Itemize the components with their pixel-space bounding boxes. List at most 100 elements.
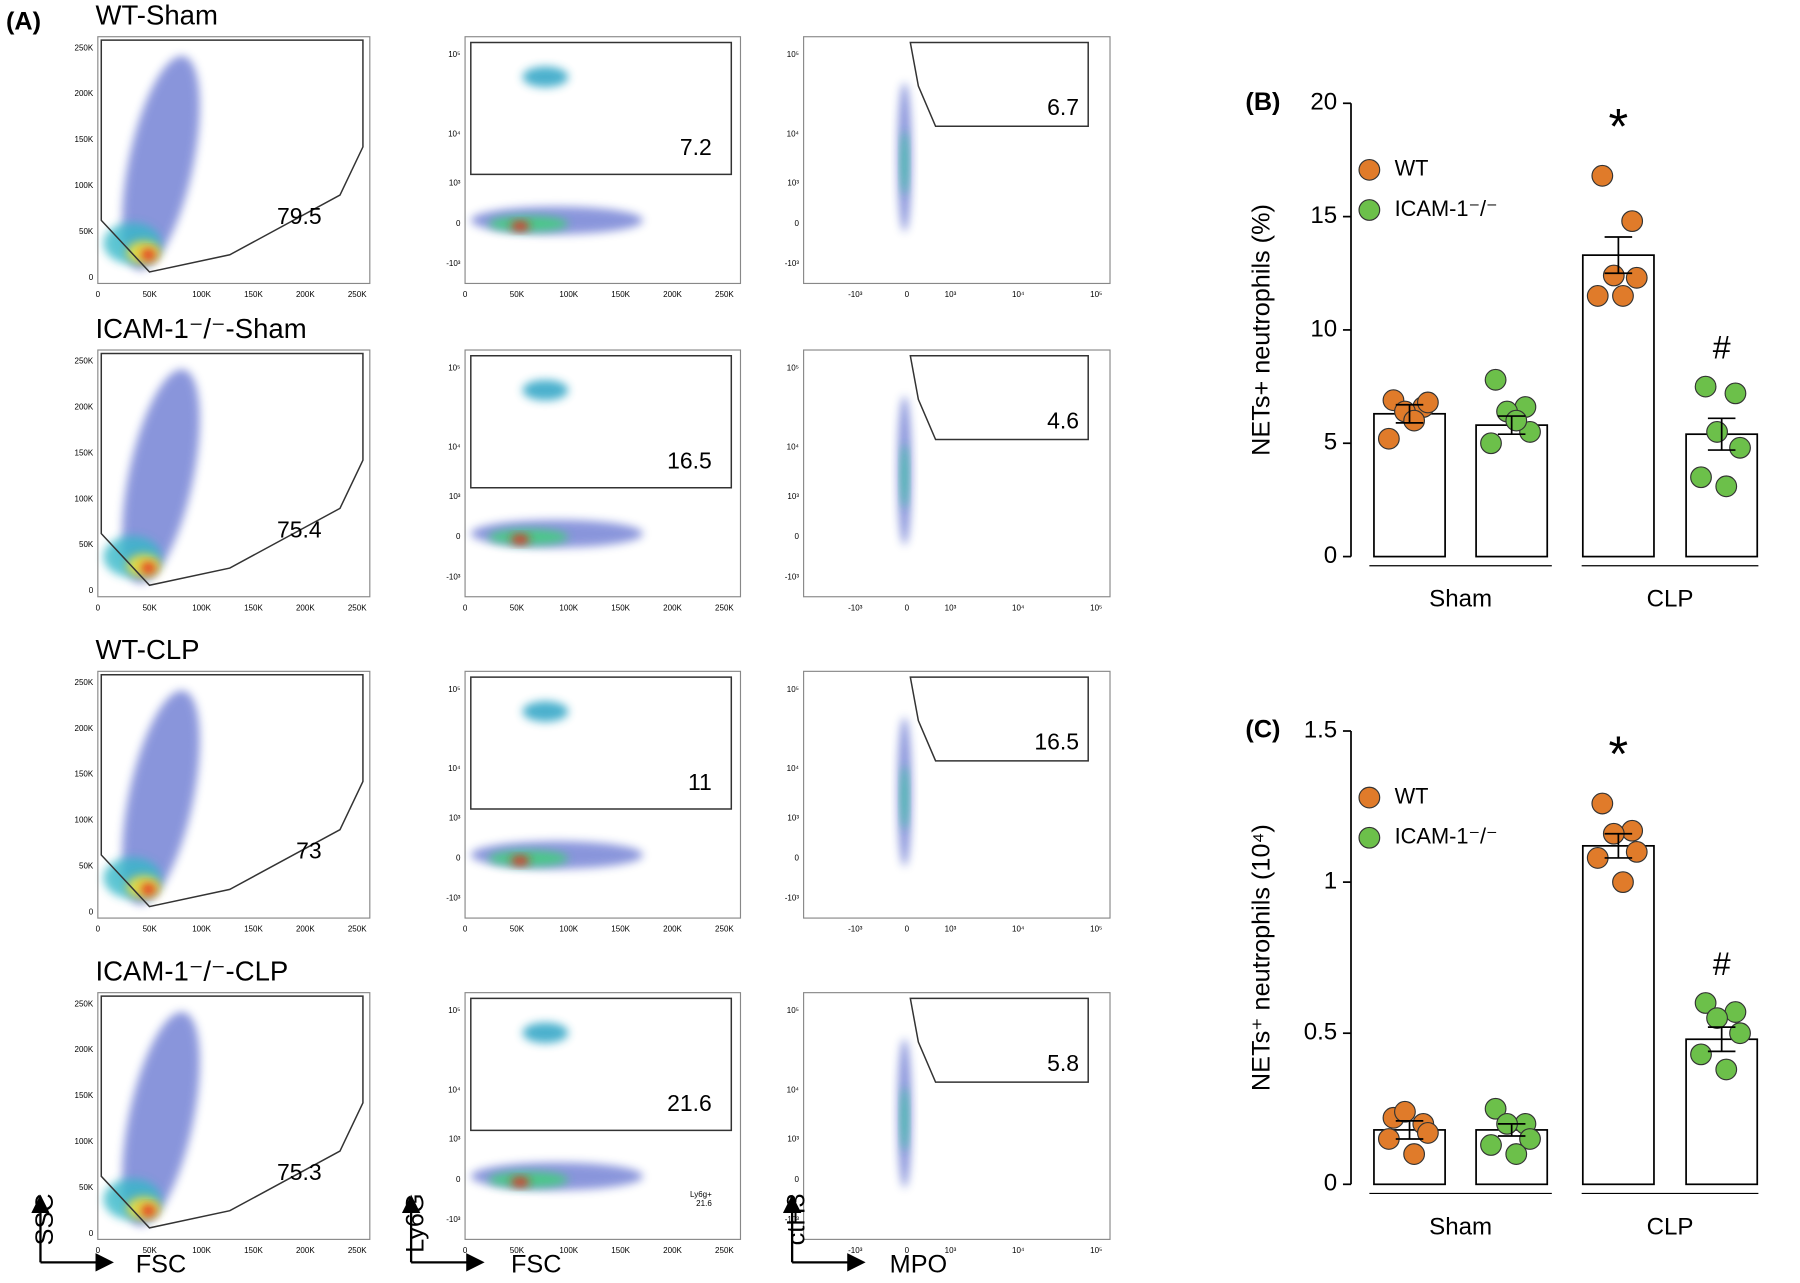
x-tick-label: Sham — [1429, 1213, 1492, 1240]
x-tick-label: 50K — [510, 290, 525, 299]
y-tick-label: 200K — [75, 1045, 94, 1054]
y-tick-label: -10³ — [446, 259, 461, 268]
x-tick-label: 0 — [463, 603, 468, 612]
y-tick-label: 100K — [75, 816, 94, 825]
panel-label: (A) — [6, 8, 41, 36]
y-tick-label: 0 — [89, 586, 94, 595]
density-blob — [901, 765, 909, 830]
y-tick-label: 100K — [75, 494, 94, 503]
density-blob — [122, 690, 200, 905]
y-tick-label: 150K — [75, 770, 94, 779]
y-tick-label: 50K — [79, 1183, 94, 1192]
y-tick-label: 0 — [1324, 1170, 1337, 1197]
x-tick-label: 150K — [611, 1246, 630, 1255]
density-blob — [488, 1171, 569, 1188]
data-point — [1715, 475, 1738, 498]
gate-percentage: 11 — [688, 769, 712, 795]
x-tick-label: 50K — [143, 290, 158, 299]
x-tick-label: 100K — [559, 290, 578, 299]
data-point — [1690, 466, 1712, 489]
y-tick-label: 15 — [1310, 202, 1337, 229]
y-axis-label: ctH3 — [783, 1193, 811, 1245]
y-tick-label: 50K — [79, 540, 94, 549]
density-blob — [141, 249, 156, 261]
y-tick-label: 0 — [795, 1175, 800, 1184]
density-blob — [901, 444, 909, 509]
plot-frame — [97, 349, 371, 598]
x-tick-label: CLP — [1647, 586, 1694, 613]
data-point — [1621, 210, 1644, 233]
y-tick-label: 10⁴ — [787, 764, 800, 773]
axis-arrows — [31, 1194, 866, 1272]
x-tick-label: 100K — [559, 1246, 578, 1255]
y-tick-label: 10⁵ — [448, 685, 460, 694]
y-tick-label: 100K — [75, 1137, 94, 1146]
plot-frame — [97, 36, 371, 285]
density-blob — [901, 130, 909, 196]
x-tick-label: 10³ — [945, 603, 957, 612]
plot-frame — [803, 349, 1111, 598]
x-tick-label: 250K — [348, 290, 367, 299]
x-tick-label: 50K — [143, 925, 158, 934]
error-bar — [1604, 236, 1633, 275]
data-point — [1621, 819, 1644, 842]
x-tick-label: 0 — [463, 290, 468, 299]
x-tick-label: 50K — [510, 925, 525, 934]
y-tick-label: 0 — [456, 532, 461, 541]
legend-marker — [1358, 786, 1381, 809]
y-tick-label: -10³ — [785, 572, 800, 581]
y-tick-label: -10³ — [785, 1215, 800, 1224]
legend-label: ICAM-1⁻/⁻ — [1395, 196, 1498, 221]
y-tick-label: 0 — [89, 907, 94, 916]
data-point — [1484, 368, 1507, 391]
y-tick-label: 10⁴ — [448, 1085, 461, 1094]
x-tick-label: 0 — [905, 1246, 910, 1255]
y-tick-label: -10³ — [446, 894, 461, 903]
data-point — [1715, 1058, 1738, 1081]
x-tick-label: 0 — [96, 603, 101, 612]
density-blob — [510, 221, 530, 231]
x-tick-label: 200K — [296, 290, 315, 299]
gate — [909, 997, 1089, 1083]
x-tick-label: 250K — [348, 1246, 367, 1255]
y-tick-label: 0 — [89, 273, 94, 282]
y-tick-label: -10³ — [446, 572, 461, 581]
gate — [470, 997, 733, 1132]
y-tick-label: 150K — [75, 135, 94, 144]
gate — [470, 676, 733, 810]
y-tick-label: 200K — [75, 403, 94, 412]
data-point — [1591, 792, 1614, 815]
x-tick-label: 0 — [905, 603, 910, 612]
x-tick-label: 10³ — [945, 1246, 957, 1255]
x-tick-label: 250K — [715, 290, 734, 299]
y-tick-label: 10 — [1310, 315, 1337, 342]
density-blob — [488, 850, 569, 867]
x-tick-label: 10³ — [945, 290, 957, 299]
x-tick-label: 0 — [905, 925, 910, 934]
gate — [470, 41, 733, 176]
y-tick-label: 10⁵ — [448, 363, 460, 372]
row-label: WT-Sham — [96, 0, 218, 30]
y-tick-label: -10³ — [446, 1215, 461, 1224]
x-tick-label: 10⁴ — [1012, 290, 1025, 299]
x-tick-label: 0 — [463, 925, 468, 934]
y-tick-label: 1.5 — [1304, 716, 1337, 743]
inset-value: 21.6 — [696, 1199, 712, 1208]
x-tick-label: -10³ — [848, 603, 863, 612]
gate — [100, 352, 364, 587]
data-point — [1694, 992, 1717, 1014]
gate-percentage: 16.5 — [1034, 729, 1079, 755]
row-label: ICAM-1⁻/⁻-CLP — [96, 955, 289, 986]
x-tick-label: 150K — [611, 925, 630, 934]
y-tick-label: 10⁵ — [787, 50, 799, 59]
x-tick-label: 100K — [192, 1246, 211, 1255]
x-tick-label: 10⁵ — [1090, 603, 1102, 612]
gate-percentage: 21.6 — [667, 1090, 712, 1116]
x-tick-label: 250K — [348, 603, 367, 612]
y-axis-label: Ly6G — [402, 1193, 430, 1252]
gate — [100, 995, 364, 1229]
plot-frame — [97, 670, 371, 919]
data-point — [1480, 432, 1502, 455]
annotation: # — [1713, 329, 1731, 365]
x-tick-label: 150K — [611, 290, 630, 299]
